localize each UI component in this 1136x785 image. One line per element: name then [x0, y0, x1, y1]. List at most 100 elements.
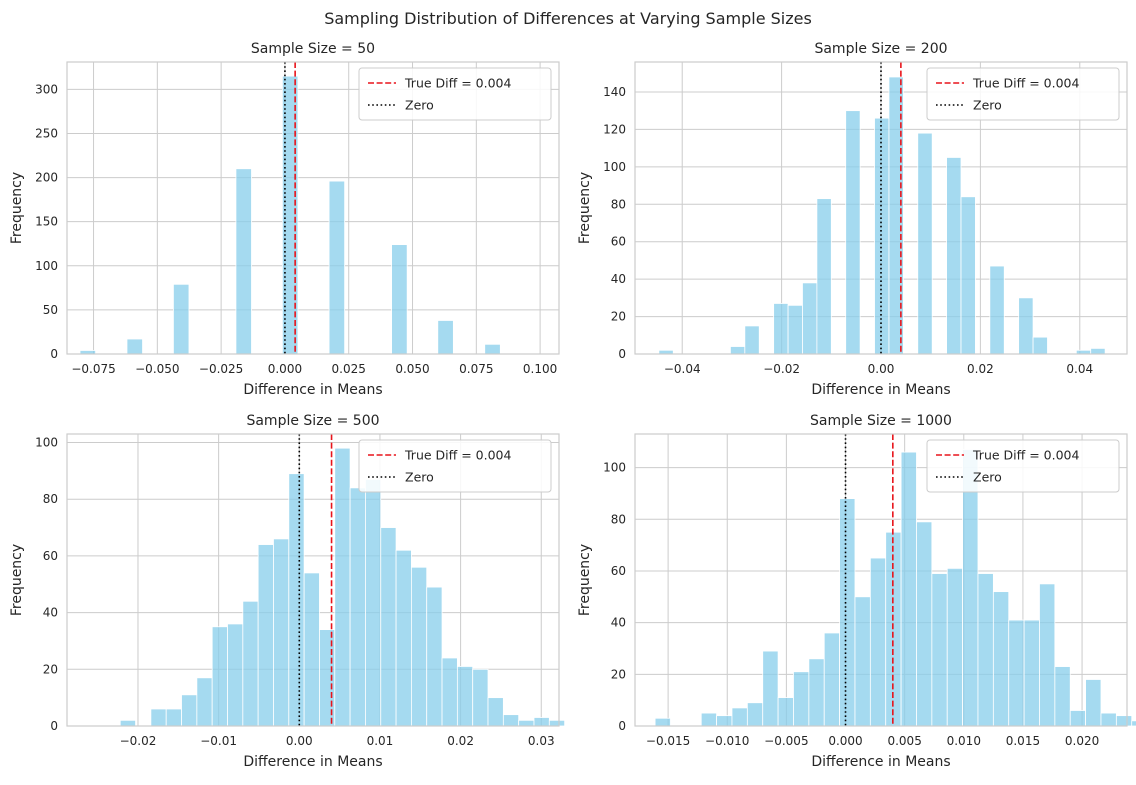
histogram-bar [328, 180, 346, 355]
x-tick-label: 0.000 [828, 734, 862, 748]
histogram-bar [484, 343, 501, 355]
histogram-bar [150, 708, 167, 727]
histogram-bar [126, 338, 143, 355]
histogram-bar [441, 657, 458, 727]
histogram-bar [1131, 720, 1136, 727]
legend-zero-label: Zero [405, 470, 434, 485]
legend-zero-label: Zero [973, 470, 1002, 485]
x-tick-label: −0.025 [199, 362, 243, 376]
histogram-bar [1054, 666, 1071, 727]
histogram-bar [319, 629, 336, 727]
y-tick-label: 0 [50, 347, 58, 361]
histogram-bar [173, 283, 190, 355]
x-tick-label: 0.03 [528, 734, 555, 748]
histogram-bar [808, 658, 825, 727]
histogram-bar [917, 132, 933, 355]
x-tick-label: 0.04 [1066, 362, 1093, 376]
histogram-bar [777, 697, 794, 727]
y-tick-label: 80 [43, 492, 58, 506]
subplot-title: Sample Size = 500 [246, 413, 379, 429]
y-tick-label: 50 [43, 303, 58, 317]
histogram-bar [1115, 715, 1133, 727]
y-tick-label: 300 [35, 82, 58, 96]
legend-box [926, 439, 1120, 493]
histogram-bar [992, 591, 1010, 727]
histogram-bar [548, 719, 566, 727]
subplot-title: Sample Size = 200 [814, 41, 947, 57]
x-tick-label: 0.02 [447, 734, 474, 748]
legend-box [358, 439, 552, 493]
histogram-bar [839, 498, 856, 727]
histogram-bar [165, 708, 182, 727]
x-tick-label: 0.01 [367, 734, 394, 748]
x-tick-label: 0.02 [967, 362, 994, 376]
histogram-bar [235, 168, 252, 355]
histogram-bar [787, 304, 803, 355]
histogram-bar [456, 666, 474, 727]
legend-box [358, 67, 552, 121]
histogram-bar [334, 447, 351, 727]
x-tick-label: −0.005 [764, 734, 808, 748]
x-tick-label: −0.04 [664, 362, 701, 376]
histogram-bar [242, 600, 259, 727]
histogram-bar [288, 473, 305, 727]
y-tick-label: 200 [35, 171, 58, 185]
axes-frame [66, 433, 560, 727]
histogram-bar [900, 451, 917, 727]
histogram-bar [181, 694, 198, 727]
x-axis-label: Difference in Means [243, 382, 382, 398]
figure-title: Sampling Distribution of Differences at … [324, 9, 812, 28]
y-tick-label: 40 [611, 616, 626, 630]
histogram-bar [365, 478, 382, 727]
histogram-bar [654, 717, 671, 727]
histogram-bar [257, 544, 274, 727]
x-tick-label: 0.010 [947, 734, 981, 748]
histogram-bar [746, 702, 764, 727]
x-tick-label: −0.01 [200, 734, 237, 748]
histogram-bar [762, 650, 779, 727]
histogram-bar [823, 632, 841, 727]
histogram-bar [1032, 336, 1048, 355]
histogram-bar [303, 572, 320, 727]
x-tick-label: 0.005 [887, 734, 921, 748]
histogram-bar [273, 538, 290, 727]
y-tick-label: 0 [50, 719, 58, 733]
histogram-bar [946, 157, 962, 355]
histogram-bar [802, 282, 818, 355]
histogram-bar [869, 557, 887, 727]
y-tick-label: 40 [43, 606, 58, 620]
y-tick-label: 140 [603, 85, 626, 99]
y-tick-label: 60 [611, 235, 626, 249]
histogram-bar [730, 346, 746, 355]
histogram-bar [426, 586, 443, 727]
y-tick-label: 20 [43, 662, 58, 676]
histogram-bar [700, 712, 718, 727]
legend-zero-label: Zero [405, 98, 434, 113]
y-tick-label: 100 [603, 461, 626, 475]
x-tick-label: 0.020 [1065, 734, 1099, 748]
subplot-sample-size-50: −0.075 −0.050 −0.025 0.000 0.025 0.050 0.075 0.… [9, 41, 560, 398]
histogram-bar [472, 668, 489, 727]
y-tick-label: 100 [35, 436, 58, 450]
y-tick-label: 80 [611, 197, 626, 211]
histogram-bar [716, 715, 733, 727]
y-tick-label: 150 [35, 215, 58, 229]
y-tick-label: 100 [603, 160, 626, 174]
x-tick-label: −0.02 [763, 362, 800, 376]
x-tick-label: 0.015 [1006, 734, 1040, 748]
x-tick-label: 0.050 [395, 362, 429, 376]
histogram-bar [1018, 297, 1034, 355]
histogram-bar [391, 244, 408, 355]
histogram-bar [211, 626, 228, 727]
histogram-bar [349, 487, 366, 727]
histogram-bar [518, 719, 535, 727]
x-tick-label: −0.075 [71, 362, 115, 376]
histogram-bar [1023, 619, 1040, 727]
y-axis-label: Frequency [577, 544, 593, 616]
y-axis-label: Frequency [9, 544, 25, 616]
histogram-bar [989, 265, 1005, 355]
y-tick-label: 0 [618, 347, 626, 361]
histogram-bar [395, 549, 412, 727]
y-axis-label: Frequency [577, 172, 593, 244]
y-axis-label: Frequency [9, 172, 25, 244]
